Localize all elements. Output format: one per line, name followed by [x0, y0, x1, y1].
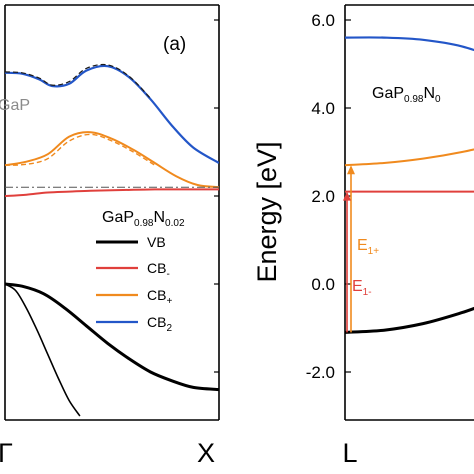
k-label-x: X [197, 438, 215, 468]
legend-title-sub2: 0.02 [165, 218, 185, 229]
panel-label: (a) [163, 34, 186, 55]
e1plus-label: E1+ [357, 237, 379, 257]
y-tick-labels: -2.0 0.0 2.0 4.0 6.0 [306, 11, 335, 382]
legend-item-cb2: CB2 [96, 314, 172, 334]
y-tick-label: 2.0 [311, 187, 335, 206]
left-panel-frame [4, 4, 220, 421]
band-curves [5, 36, 474, 417]
left-series-vb-light [5, 283, 81, 417]
left-series-vb [5, 282, 219, 392]
left-series-cb [5, 131, 219, 189]
right-series-vb [345, 306, 474, 334]
e1minus-label: E1- [352, 278, 372, 298]
right-material-main: GaP [372, 85, 404, 102]
y-tick-label: 6.0 [311, 11, 335, 30]
legend: VB CB- CB+ CB2 [96, 234, 172, 334]
left-panel-curves [5, 63, 219, 417]
y-tick-label: 0.0 [311, 275, 335, 294]
k-label-l: L [342, 438, 357, 468]
k-label-gamma-left: Γ [0, 438, 13, 468]
right-panel-frame [344, 4, 474, 421]
legend-item-vb: VB [96, 234, 166, 250]
right-panel-curves [345, 36, 474, 334]
legend-label-vb: VB [147, 234, 166, 250]
y-tick-label: -2.0 [306, 363, 335, 382]
transition-arrows [343, 165, 355, 333]
legend-item-cb-minus: CB- [96, 260, 170, 280]
y-axis-label: Energy [eV] [252, 141, 282, 282]
left-series-cb [5, 188, 219, 197]
left-series-cb2 [5, 64, 219, 164]
gap-label: GaP [0, 97, 30, 114]
legend-item-cb-plus: CB+ [96, 287, 172, 307]
legend-label-cb-plus: CB+ [147, 287, 172, 307]
right-material-label: GaP0.98N0 [372, 85, 441, 105]
legend-title-main: GaP [102, 209, 134, 226]
right-material-sub1: 0.98 [404, 94, 424, 105]
legend-title-mid: N [153, 209, 165, 226]
legend-title: GaP0.98N0.02 [102, 209, 185, 229]
y-tick-label: 4.0 [311, 99, 335, 118]
left-series-gap-cb2-dashed [5, 63, 151, 99]
legend-label-cb2: CB2 [147, 314, 172, 334]
e1minus-arrow-head [343, 191, 351, 201]
right-material-sub2: 0 [435, 94, 441, 105]
right-series-cb [345, 148, 474, 167]
left-series-gap-cb-dashed [5, 133, 156, 166]
legend-title-sub1: 0.98 [134, 218, 154, 229]
right-material-mid: N [423, 85, 435, 102]
right-series-cb2 [345, 36, 474, 52]
legend-label-cb-minus: CB- [147, 260, 170, 280]
e1plus-arrow-head [347, 165, 355, 175]
